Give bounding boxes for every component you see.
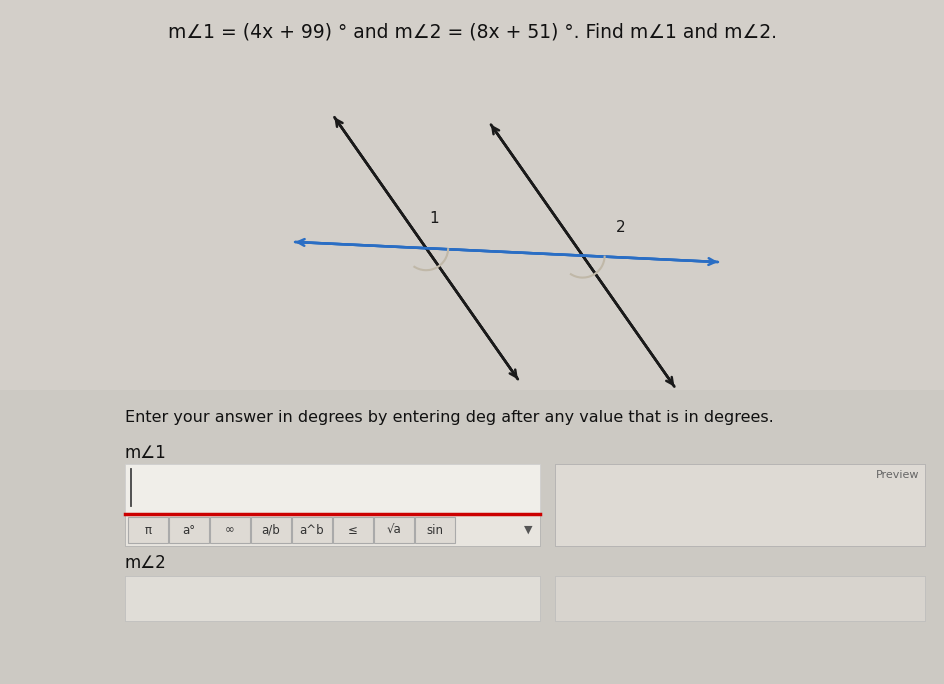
Text: m∠1 = (4x + 99) ° and m∠2 = (8x + 51) °. Find m∠1 and m∠2.: m∠1 = (4x + 99) ° and m∠2 = (8x + 51) °.… <box>167 22 776 41</box>
Bar <box>0 390 944 684</box>
Bar <box>554 464 924 546</box>
Text: ≤: ≤ <box>347 523 358 536</box>
Text: 2: 2 <box>615 220 625 235</box>
FancyBboxPatch shape <box>251 517 291 543</box>
FancyBboxPatch shape <box>414 517 454 543</box>
Bar <box>125 464 539 514</box>
Text: a^b: a^b <box>299 523 324 536</box>
FancyBboxPatch shape <box>332 517 373 543</box>
FancyBboxPatch shape <box>127 517 168 543</box>
Text: π: π <box>144 523 151 536</box>
Bar <box>554 576 924 621</box>
Text: m∠2: m∠2 <box>125 554 166 572</box>
Text: a/b: a/b <box>261 523 280 536</box>
Text: sin: sin <box>426 523 443 536</box>
Text: √a: √a <box>386 523 401 536</box>
Text: a°: a° <box>182 523 195 536</box>
FancyBboxPatch shape <box>210 517 250 543</box>
FancyBboxPatch shape <box>169 517 209 543</box>
FancyBboxPatch shape <box>292 517 331 543</box>
Text: 1: 1 <box>429 211 438 226</box>
Text: ▼: ▼ <box>523 525 531 535</box>
Text: Preview: Preview <box>874 470 918 480</box>
Bar <box>125 514 539 546</box>
Bar <box>125 576 539 621</box>
Text: Enter your answer in degrees by entering deg after any value that is in degrees.: Enter your answer in degrees by entering… <box>125 410 773 425</box>
Text: ∞: ∞ <box>225 523 235 536</box>
FancyBboxPatch shape <box>374 517 413 543</box>
Text: m∠1: m∠1 <box>125 444 166 462</box>
